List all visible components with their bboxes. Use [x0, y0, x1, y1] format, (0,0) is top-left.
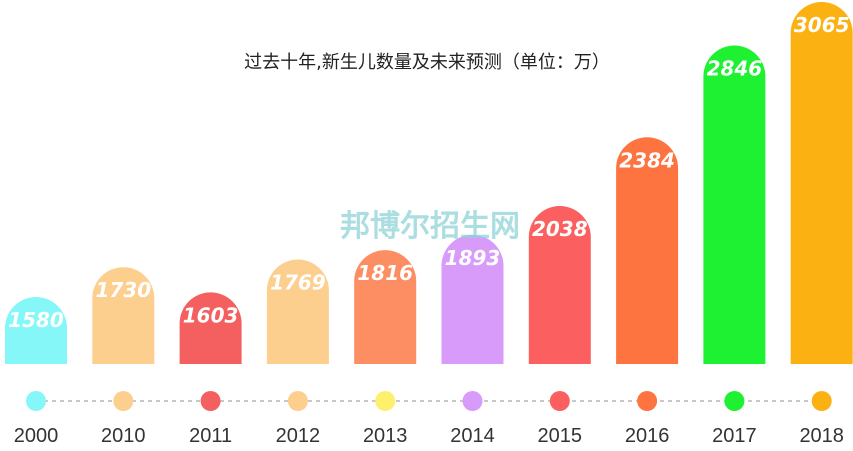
timeline-dots [26, 391, 832, 411]
bar-separator [67, 340, 92, 364]
x-tick-label: 2015 [538, 425, 583, 447]
x-tick-label: 2011 [189, 425, 232, 447]
bar-2012 [266, 259, 329, 364]
timeline-dot [637, 391, 658, 411]
bar-value-label: 3065 [794, 13, 850, 37]
timeline-dot [375, 391, 396, 411]
timeline-dot [811, 391, 832, 411]
bar-value-label: 1893 [445, 246, 501, 270]
bar-separator [504, 340, 529, 364]
bar-2010 [92, 267, 155, 364]
bar-separator [329, 340, 354, 364]
bar-value-label: 1580 [8, 308, 64, 332]
bar-value-label: 1816 [357, 261, 413, 285]
bar-separator [416, 340, 441, 364]
bar-2016 [616, 137, 679, 364]
timeline-dot [462, 391, 483, 411]
bar-2000 [5, 297, 67, 364]
timeline-dot [724, 391, 745, 411]
timeline-dot [113, 391, 134, 411]
timeline-dot [287, 391, 308, 411]
bar-2017 [703, 45, 766, 364]
bar-separator [242, 340, 267, 364]
x-tick-label: 2014 [450, 425, 495, 447]
timeline-dot [26, 391, 46, 411]
x-tick-label: 2012 [276, 425, 321, 447]
bar-separator [591, 340, 616, 364]
x-axis-labels: 2000 2010 2011 2012 2013 2014 2015 2016 2017 2018 [14, 425, 844, 447]
x-tick-label: 2010 [101, 425, 146, 447]
bar-separator [678, 340, 703, 364]
watermark-text: 邦博尔招生网 [340, 209, 520, 244]
bar-separator [154, 340, 179, 364]
bar-separator [766, 340, 791, 364]
x-tick-label: 2018 [799, 425, 844, 447]
bar-2014 [441, 234, 504, 364]
bar-2015 [528, 206, 591, 364]
bar-value-label: 1603 [183, 303, 239, 327]
bars-group: 1580 1730 1603 1769 1816 1893 2038 2384 2846 3065 [5, 1, 853, 364]
x-tick-label: 2000 [14, 425, 59, 447]
x-tick-label: 2017 [712, 425, 757, 447]
bar-2011 [179, 292, 242, 364]
bar-value-label: 2038 [532, 217, 588, 241]
bar-2018 [790, 1, 853, 364]
timeline-dot [200, 391, 221, 411]
x-tick-label: 2016 [625, 425, 670, 447]
x-tick-label: 2013 [363, 425, 408, 447]
chart-title: 过去十年,新生儿数量及未来预测（单位：万） [244, 52, 610, 73]
bar-value-label: 1730 [95, 278, 151, 302]
timeline-dot [549, 391, 570, 411]
bar-value-label: 2384 [619, 148, 675, 172]
bar-value-label: 2846 [707, 57, 763, 81]
bar-value-label: 1769 [270, 270, 326, 294]
bar-2013 [354, 250, 417, 364]
